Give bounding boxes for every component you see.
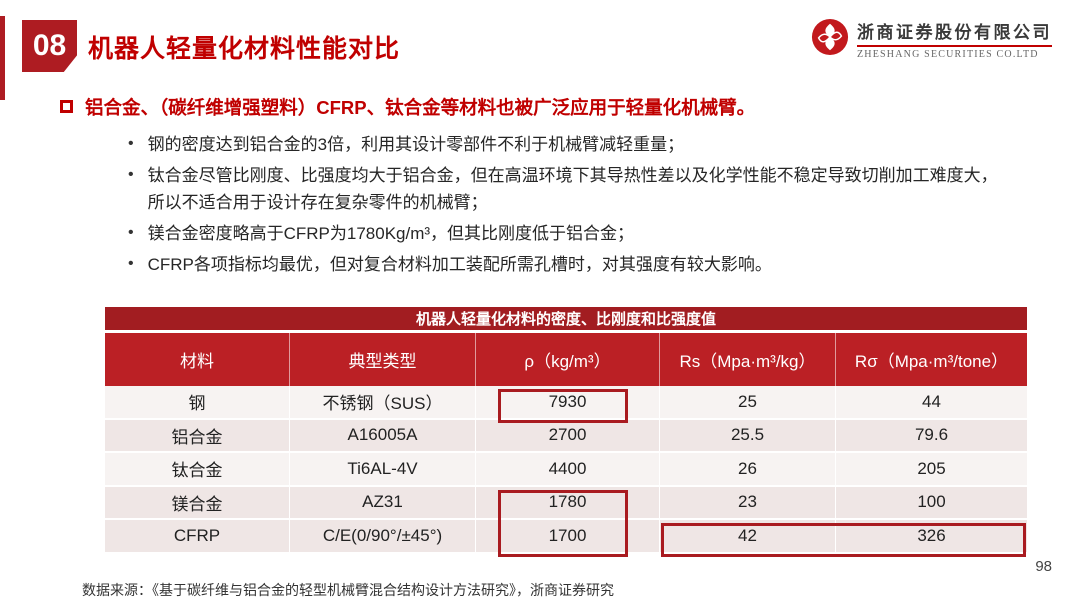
table-row: CFRP C/E(0/90°/±45°) 1700 42 326 — [105, 520, 1027, 554]
bullet-text: 钛合金尽管比刚度、比强度均大于铝合金，但在高温环境下其导热性差以及化学性能不稳定… — [147, 166, 998, 212]
company-name-en: ZHESHANG SECURITIES CO.LTD — [857, 49, 1039, 60]
page-number: 98 — [1035, 558, 1052, 575]
table-cell: C/E(0/90°/±45°) — [290, 520, 476, 554]
bullet-list: • 钢的密度达到铝合金的3倍，利用其设计零部件不利于机械臂减轻重量； • 钛合金… — [128, 132, 1014, 284]
table-cell: 1780 — [476, 486, 660, 520]
list-item: • 钢的密度达到铝合金的3倍，利用其设计零部件不利于机械臂减轻重量； — [128, 132, 1014, 158]
page-title: 机器人轻量化材料性能对比 — [88, 35, 401, 63]
list-item: • 钛合金尽管比刚度、比强度均大于铝合金，但在高温环境下其导热性差以及化学性能不… — [128, 163, 1014, 216]
company-name-cn: 浙商证券股份有限公司 — [857, 18, 1052, 47]
table-cell: AZ31 — [290, 486, 476, 520]
table-cell: 326 — [836, 520, 1027, 554]
materials-table: 机器人轻量化材料的密度、比刚度和比强度值 材料 典型类型 ρ（kg/m³） Rs… — [105, 307, 1027, 557]
bullet-text: CFRP各项指标均最优，但对复合材料加工装配所需孔槽时，对其强度有较大影响。 — [147, 255, 772, 275]
slide-number-badge: 08 — [22, 20, 77, 72]
column-header: 典型类型 — [290, 333, 476, 386]
table-cell: CFRP — [105, 520, 290, 554]
table-cell: 2700 — [476, 419, 660, 453]
column-header: 材料 — [105, 333, 290, 386]
list-item: • CFRP各项指标均最优，但对复合材料加工装配所需孔槽时，对其强度有较大影响。 — [128, 252, 1014, 278]
bullet-text: 钢的密度达到铝合金的3倍，利用其设计零部件不利于机械臂减轻重量； — [147, 135, 685, 154]
slide-number: 08 — [32, 29, 67, 62]
bullet-icon: • — [128, 135, 134, 152]
table-row: 钛合金 Ti6AL-4V 4400 26 205 — [105, 453, 1027, 487]
headline-text: 铝合金、（碳纤维增强塑料）CFRP、钛合金等材料也被广泛应用于轻量化机械臂。 — [85, 97, 756, 118]
table-title: 机器人轻量化材料的密度、比刚度和比强度值 — [105, 307, 1027, 333]
bullet-icon: • — [128, 166, 134, 184]
column-header: ρ（kg/m³） — [476, 333, 660, 386]
table-cell: 79.6 — [836, 419, 1027, 453]
bullet-icon: • — [128, 224, 134, 242]
bullet-icon: • — [128, 255, 134, 273]
table-cell: 铝合金 — [105, 419, 290, 453]
table-row: 钢 不锈钢（SUS） 7930 25 44 — [105, 386, 1027, 420]
table-cell: 44 — [836, 386, 1027, 420]
table-row: 铝合金 A16005A 2700 25.5 79.6 — [105, 419, 1027, 453]
table-cell: 205 — [836, 453, 1027, 487]
table-cell: 钢 — [105, 386, 290, 420]
bullet-text: 镁合金密度略高于CFRP为1780Kg/m³，但其比刚度低于铝合金； — [147, 224, 635, 244]
data-source: 数据来源：《基于碳纤维与铝合金的轻型机械臂混合结构设计方法研究》，浙商证券研究 — [82, 582, 614, 598]
table-cell: 1700 — [476, 520, 660, 554]
company-logo: 浙商证券股份有限公司 ZHESHANG SECURITIES CO.LTD — [811, 18, 1052, 61]
column-header: Rs（Mpa·m³/kg） — [660, 333, 836, 386]
table-cell: 镁合金 — [105, 486, 290, 520]
table-row: 镁合金 AZ31 1780 23 100 — [105, 486, 1027, 520]
table-cell: Ti6AL-4V — [290, 453, 476, 487]
square-bullet-icon — [60, 100, 73, 113]
table-cell: 23 — [660, 486, 836, 520]
table-cell: 7930 — [476, 386, 660, 420]
table-cell: 25 — [660, 386, 836, 420]
logo-text: 浙商证券股份有限公司 ZHESHANG SECURITIES CO.LTD — [857, 18, 1052, 60]
table-header-row: 材料 典型类型 ρ（kg/m³） Rs（Mpa·m³/kg） Rσ（Mpa·m³… — [105, 333, 1027, 386]
section-headline: 铝合金、（碳纤维增强塑料）CFRP、钛合金等材料也被广泛应用于轻量化机械臂。 — [60, 96, 1050, 120]
left-accent-bar — [0, 16, 5, 100]
table-cell: 25.5 — [660, 419, 836, 453]
table-cell: 26 — [660, 453, 836, 487]
table-cell: A16005A — [290, 419, 476, 453]
table-cell: 不锈钢（SUS） — [290, 386, 476, 420]
column-header: Rσ（Mpa·m³/tone） — [854, 352, 1009, 371]
zheshang-logo-icon — [811, 18, 849, 61]
list-item: • 镁合金密度略高于CFRP为1780Kg/m³，但其比刚度低于铝合金； — [128, 221, 1014, 247]
table-cell: 钛合金 — [105, 453, 290, 487]
table-cell: 100 — [836, 486, 1027, 520]
table-cell: 42 — [660, 520, 836, 554]
table-cell: 4400 — [476, 453, 660, 487]
